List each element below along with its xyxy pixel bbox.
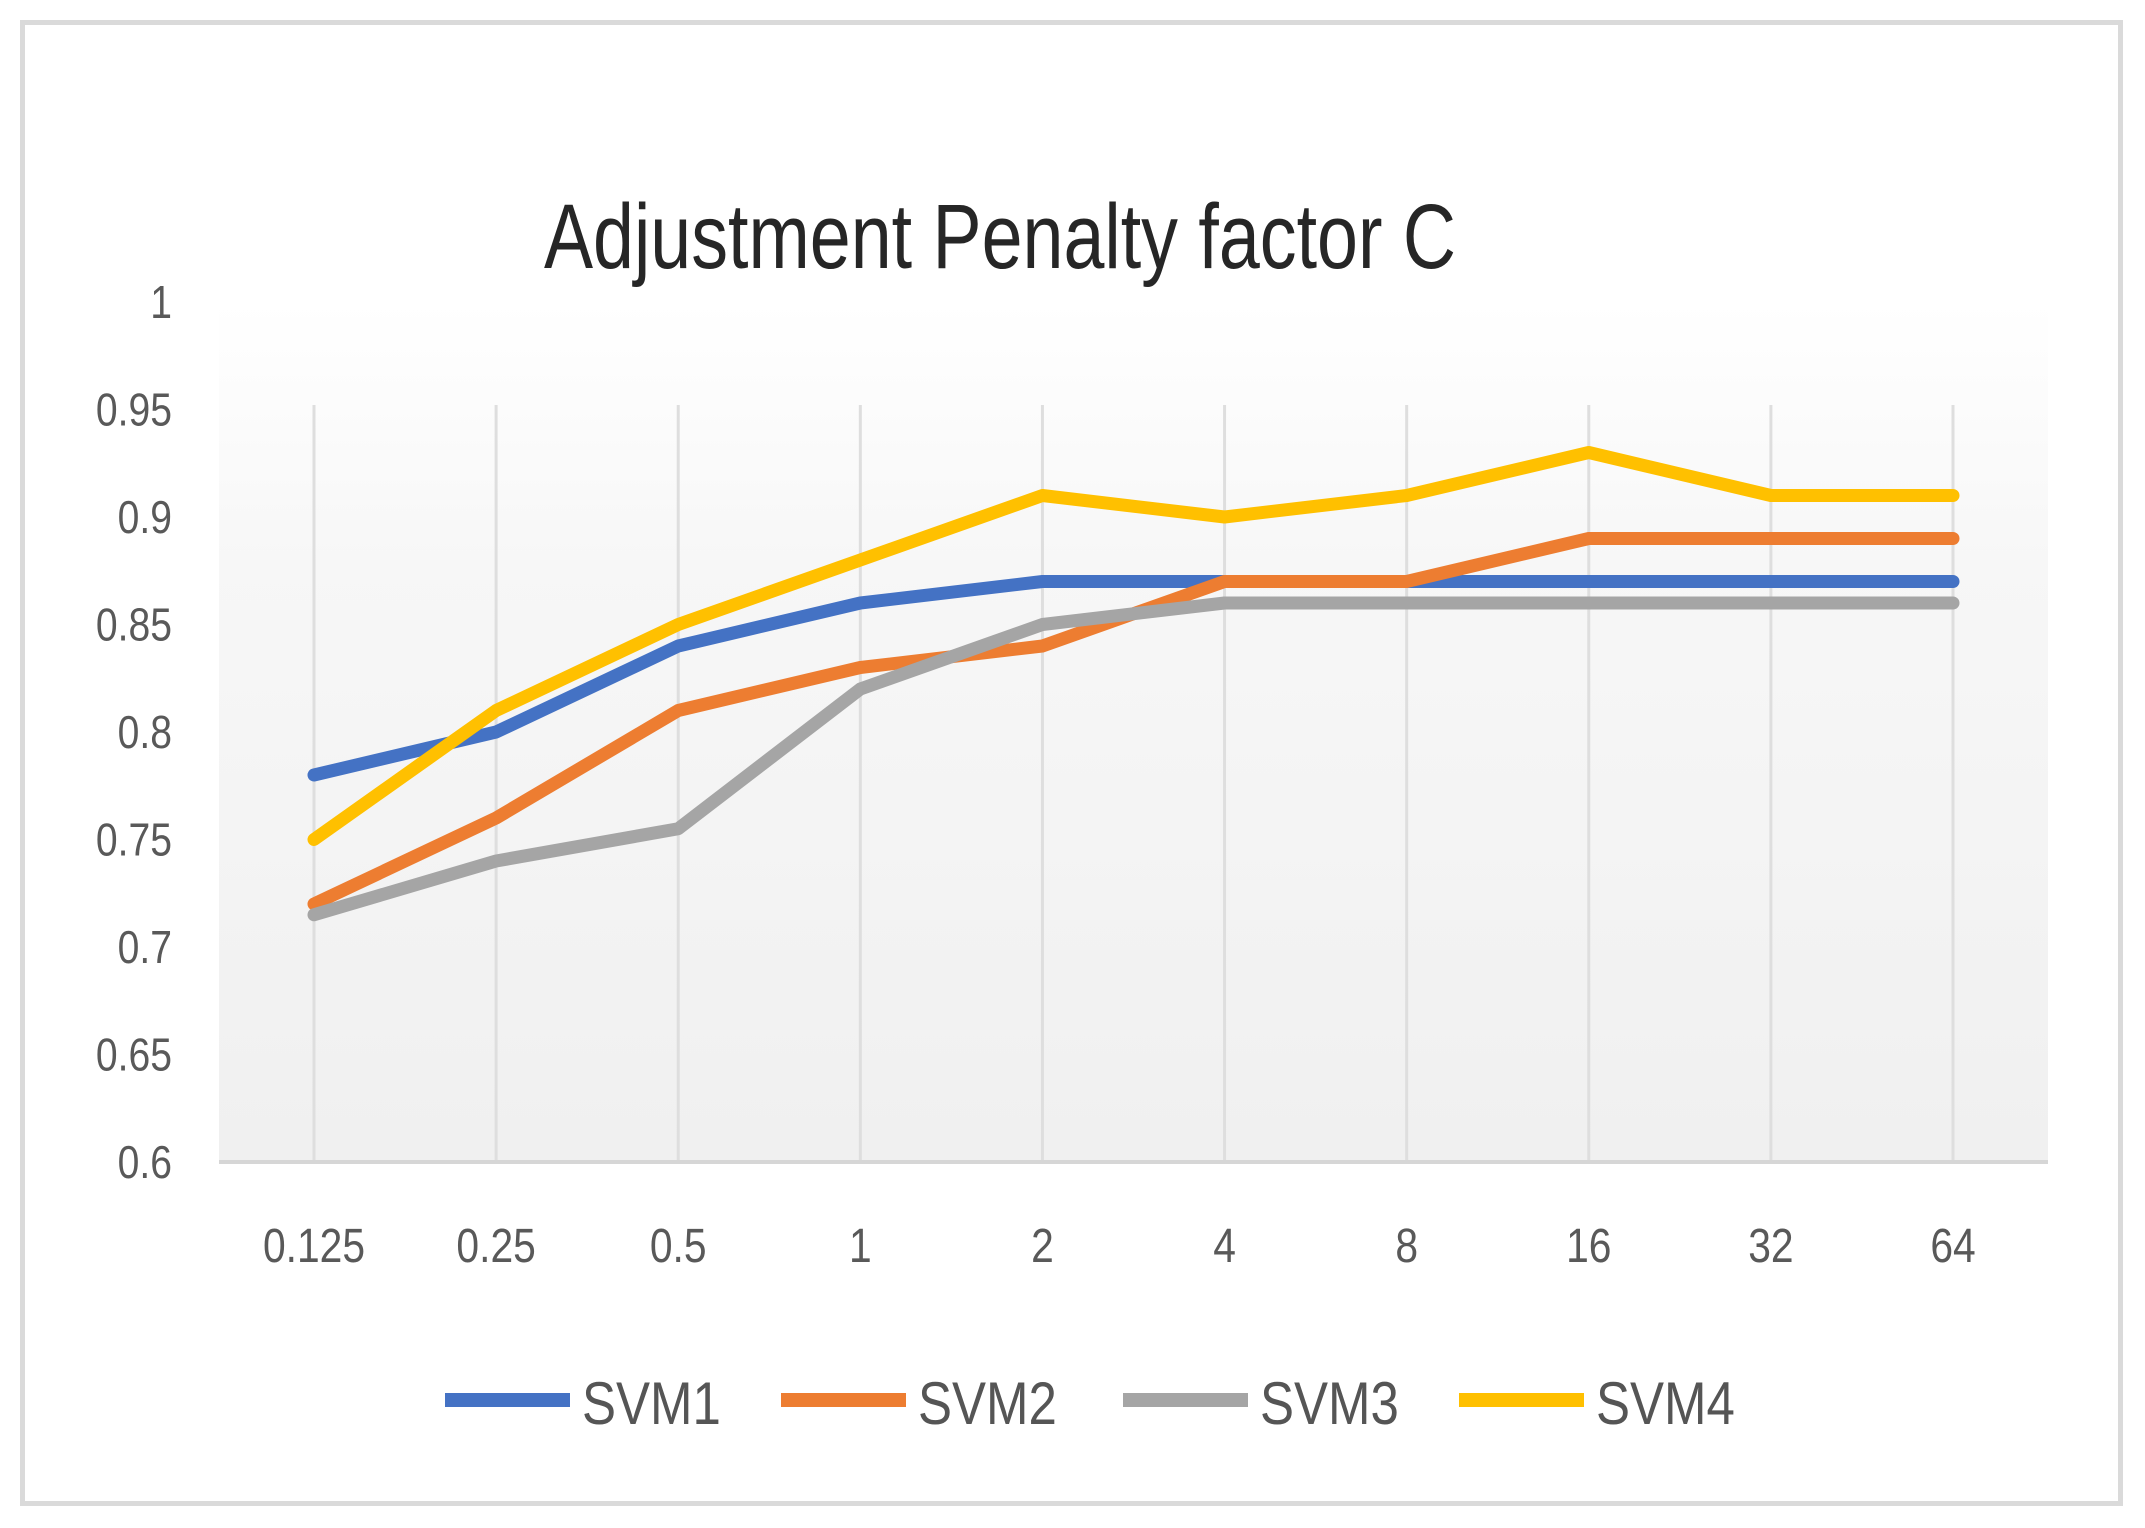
- chart-title: Adjustment Penalty factor C: [544, 185, 1456, 288]
- y-tick-label: 0.9: [118, 492, 172, 544]
- x-tick-label: 64: [1930, 1220, 1975, 1273]
- x-tick-label: 16: [1566, 1220, 1611, 1273]
- gridlines: [312, 405, 1955, 1162]
- legend-label-SVM2: SVM2: [918, 1370, 1057, 1437]
- y-tick-label: 0.65: [96, 1030, 172, 1082]
- legend-item-SVM2: SVM2: [781, 1370, 1057, 1437]
- x-tick-label: 8: [1395, 1220, 1418, 1273]
- legend-swatch-SVM3: [1123, 1393, 1248, 1407]
- y-tick-label: 1: [150, 277, 172, 329]
- x-tick-label: 1: [849, 1220, 872, 1273]
- legend-item-SVM1: SVM1: [445, 1370, 721, 1437]
- y-tick-label: 0.95: [96, 385, 172, 437]
- y-tick-label: 0.6: [118, 1137, 172, 1189]
- y-tick-label: 0.8: [118, 707, 172, 759]
- plot-area: [219, 302, 2048, 1162]
- legend-label-SVM3: SVM3: [1260, 1370, 1399, 1437]
- x-tick-label: 0.25: [456, 1220, 535, 1273]
- y-tick-label: 0.75: [96, 815, 172, 867]
- x-tick-label: 2: [1031, 1220, 1054, 1273]
- legend-swatch-SVM4: [1459, 1393, 1584, 1407]
- legend-item-SVM3: SVM3: [1123, 1370, 1399, 1437]
- x-axis-labels: 0.125 0.25 0.5 1 2 4 8 16 32 64: [263, 1220, 1976, 1273]
- x-tick-label: 0.5: [650, 1220, 707, 1273]
- legend-swatch-SVM1: [445, 1393, 570, 1407]
- legend-item-SVM4: SVM4: [1459, 1370, 1735, 1437]
- y-tick-label: 0.85: [96, 600, 172, 652]
- legend: SVM1 SVM2 SVM3 SVM4: [445, 1370, 1735, 1437]
- x-tick-label: 0.125: [263, 1220, 365, 1273]
- y-axis-labels: 1 0.95 0.9 0.85 0.8 0.75 0.7 0.65 0.6: [96, 277, 172, 1189]
- legend-label-SVM4: SVM4: [1596, 1370, 1735, 1437]
- legend-swatch-SVM2: [781, 1393, 906, 1407]
- legend-label-SVM1: SVM1: [582, 1370, 721, 1437]
- y-tick-label: 0.7: [118, 922, 172, 974]
- series-line-SVM1: [307, 575, 1960, 782]
- series-line-SVM3: [307, 596, 1960, 922]
- x-tick-label: 4: [1213, 1220, 1236, 1273]
- series-line-SVM4: [307, 446, 1960, 846]
- x-tick-label: 32: [1748, 1220, 1793, 1273]
- series-lines: [307, 446, 1960, 922]
